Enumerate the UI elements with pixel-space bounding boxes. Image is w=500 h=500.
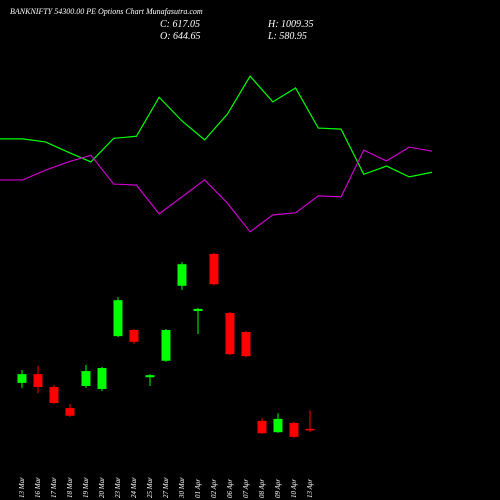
low-label: L: 580.95	[267, 31, 307, 42]
candle-body	[225, 313, 235, 355]
x-tick-label: 07 Apr	[242, 479, 250, 498]
x-tick-label: 09 Apr	[274, 479, 282, 498]
candle-body	[113, 300, 123, 337]
x-tick-label: 27 Mar	[162, 477, 170, 498]
high-label: H: 1009.35	[267, 19, 314, 30]
x-tick-label: 30 Mar	[178, 477, 186, 499]
x-tick-label: 20 Mar	[98, 477, 106, 498]
candle-body	[177, 264, 187, 286]
x-tick-label: 17 Mar	[50, 477, 58, 498]
line-series	[0, 75, 433, 178]
candle-body	[241, 332, 251, 357]
candle-body	[209, 253, 219, 285]
candle-body	[305, 428, 315, 431]
x-tick-label: 24 Mar	[130, 477, 138, 498]
x-tick-label: 13 Apr	[306, 479, 314, 498]
x-tick-label: 23 Mar	[114, 477, 122, 498]
candle-body	[65, 408, 75, 416]
chart-title: BANKNIFTY 54300.00 PE Options Chart Muna…	[10, 7, 203, 16]
candle-body	[81, 371, 91, 386]
x-tick-label: 25 Mar	[146, 477, 154, 498]
candle-body	[193, 308, 203, 311]
x-tick-label: 08 Apr	[258, 479, 266, 498]
x-tick-label: 01 Apr	[194, 479, 202, 498]
x-tick-label: 13 Mar	[18, 477, 26, 498]
x-tick-label: 18 Mar	[66, 477, 74, 498]
x-tick-label: 16 Mar	[34, 477, 42, 498]
candle-body	[289, 422, 299, 437]
candle-body	[97, 367, 107, 390]
candle-body	[145, 375, 155, 378]
open-label: O: 644.65	[160, 31, 201, 42]
candle-body	[49, 386, 59, 403]
line-series	[0, 146, 433, 233]
x-tick-label: 10 Apr	[290, 479, 298, 498]
candle-body	[33, 374, 43, 387]
x-tick-label: 02 Apr	[210, 479, 218, 498]
candle-body	[129, 329, 139, 342]
candle-body	[17, 374, 27, 383]
candle-body	[273, 418, 283, 433]
x-tick-label: 06 Apr	[226, 479, 234, 498]
candle-body	[257, 420, 267, 434]
candle-body	[161, 329, 171, 361]
close-label: C: 617.05	[160, 19, 200, 30]
x-tick-label: 19 Mar	[82, 477, 90, 498]
